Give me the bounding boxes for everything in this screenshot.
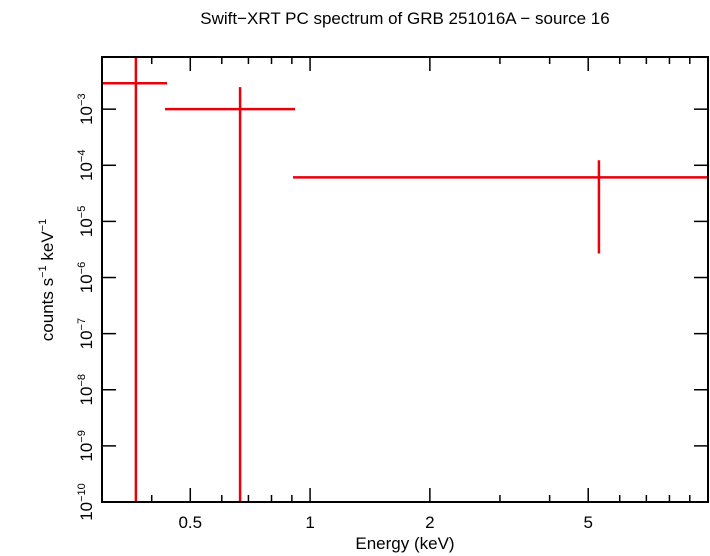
y-tick-base: 10 <box>77 274 96 293</box>
y-tick-base: 10 <box>77 443 96 462</box>
y-tick-label: 10−9 <box>76 430 96 461</box>
y-tick-base: 10 <box>77 162 96 181</box>
y-tick-label: 10−5 <box>76 206 96 237</box>
y-label-exponent: −1 <box>37 265 49 278</box>
y-axis-label: counts s−1 keV−1 <box>37 219 57 341</box>
y-tick-exponent: −6 <box>76 262 88 275</box>
y-tick-label: 10−10 <box>76 483 96 521</box>
y-tick-label: 10−7 <box>76 318 96 349</box>
y-tick-base: 10 <box>77 387 96 406</box>
y-tick-exponent: −3 <box>76 93 88 106</box>
y-tick-base: 10 <box>77 106 96 125</box>
y-tick-exponent: −8 <box>76 374 88 387</box>
x-tick-label: 0.5 <box>178 513 202 532</box>
x-tick-label: 5 <box>583 513 592 532</box>
y-tick-base: 10 <box>77 502 96 521</box>
y-tick-exponent: −7 <box>76 318 88 331</box>
y-tick-label: 10−3 <box>76 93 96 124</box>
y-label-part: counts s <box>38 278 57 341</box>
y-label-part: keV <box>38 231 57 266</box>
chart-title: Swift−XRT PC spectrum of GRB 251016A − s… <box>200 9 609 28</box>
y-tick-exponent: −4 <box>76 150 88 163</box>
y-tick-exponent: −9 <box>76 430 88 443</box>
x-axis-label: Energy (keV) <box>355 534 454 553</box>
y-tick-label: 10−4 <box>76 150 96 181</box>
plot-frame <box>101 56 709 503</box>
x-tick-label: 2 <box>425 513 434 532</box>
y-tick-base: 10 <box>77 218 96 237</box>
y-tick-exponent: −5 <box>76 206 88 219</box>
y-tick-label: 10−8 <box>76 374 96 405</box>
y-tick-label: 10−6 <box>76 262 96 293</box>
plot-area <box>102 57 708 502</box>
y-label-exponent: −1 <box>37 219 49 232</box>
y-tick-base: 10 <box>77 330 96 349</box>
x-tick-label: 1 <box>305 513 314 532</box>
y-tick-exponent: −10 <box>76 483 88 502</box>
